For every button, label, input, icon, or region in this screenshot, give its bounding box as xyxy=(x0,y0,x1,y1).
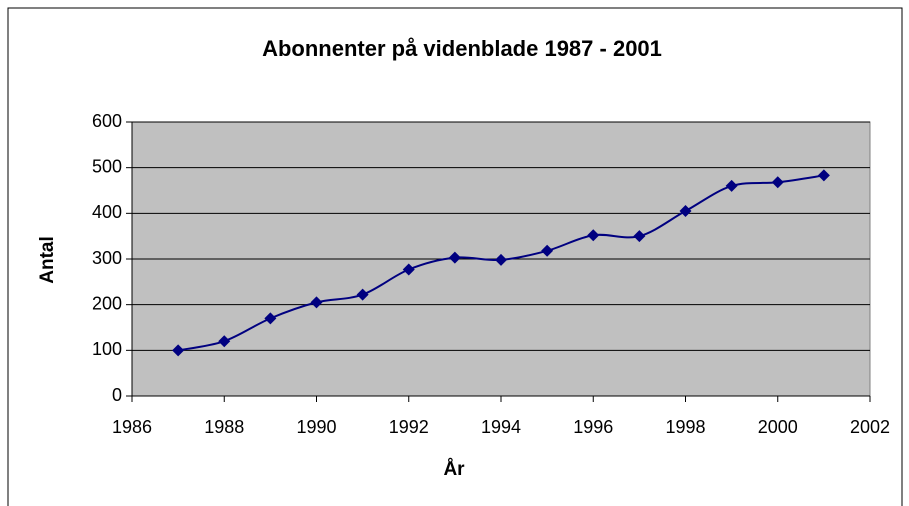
data-point xyxy=(264,312,277,325)
data-point xyxy=(356,288,369,301)
x-tick-label: 1992 xyxy=(389,417,429,437)
x-tick-label: 1996 xyxy=(573,417,613,437)
data-point xyxy=(587,229,600,242)
x-tick-label: 1990 xyxy=(296,417,336,437)
x-tick-label: 1988 xyxy=(204,417,244,437)
data-point xyxy=(725,179,738,192)
data-point xyxy=(817,169,830,182)
data-point xyxy=(448,251,461,264)
data-point xyxy=(310,296,323,309)
x-tick-label: 2000 xyxy=(758,417,798,437)
y-tick-label: 100 xyxy=(92,339,122,359)
y-tick-label: 200 xyxy=(92,293,122,313)
data-point xyxy=(402,263,415,276)
x-tick-label: 1998 xyxy=(665,417,705,437)
data-point xyxy=(633,230,646,243)
x-axis-title: År xyxy=(443,459,465,480)
data-point xyxy=(771,176,784,189)
y-tick-label: 400 xyxy=(92,202,122,222)
x-tick-label: 1994 xyxy=(481,417,521,437)
y-axis-title: Antal xyxy=(37,236,58,284)
data-point xyxy=(495,253,507,266)
data-point xyxy=(172,344,185,357)
chart-border xyxy=(7,7,903,506)
data-point xyxy=(679,205,692,218)
chart-title: Abonnenter på videnblade 1987 - 2001 xyxy=(262,36,662,61)
x-tick-label: 2002 xyxy=(850,417,890,437)
y-tick-label: 0 xyxy=(112,385,122,405)
y-tick-label: 300 xyxy=(92,248,122,268)
y-tick-label: 600 xyxy=(92,111,122,131)
data-point xyxy=(218,335,231,348)
y-tick-label: 500 xyxy=(92,156,122,176)
x-tick-label: 1986 xyxy=(112,417,152,437)
data-point xyxy=(541,244,554,257)
